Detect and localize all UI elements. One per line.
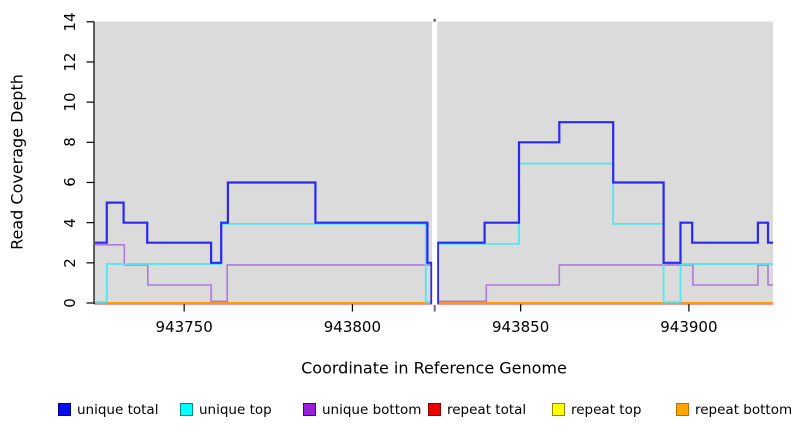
y-tick-label: 10	[61, 92, 79, 112]
y-axis-title: Read Coverage Depth	[7, 74, 27, 250]
coverage-line-unique-top	[95, 162, 773, 303]
y-tick-label: 4	[61, 217, 79, 228]
gap-top-marker	[433, 18, 436, 22]
x-tick-label: 943800	[323, 318, 382, 336]
y-tick-label: 0	[61, 298, 79, 308]
y-tick-label: 12	[61, 52, 79, 72]
x-tick-label: 943850	[492, 318, 550, 336]
x-axis-title: Coordinate in Reference Genome	[301, 358, 567, 378]
coverage-line-unique-bottom	[95, 244, 773, 303]
y-tick-label: 2	[61, 258, 79, 268]
y-tick-label: 14	[61, 12, 79, 32]
coverage-gap-band	[432, 21, 438, 306]
coverage-line-unique-total	[95, 121, 773, 305]
x-tick-label: 943900	[660, 318, 718, 336]
x-tick-label: 943750	[155, 318, 213, 336]
y-tick-label: 6	[61, 177, 79, 188]
y-tick-label: 8	[61, 137, 79, 148]
